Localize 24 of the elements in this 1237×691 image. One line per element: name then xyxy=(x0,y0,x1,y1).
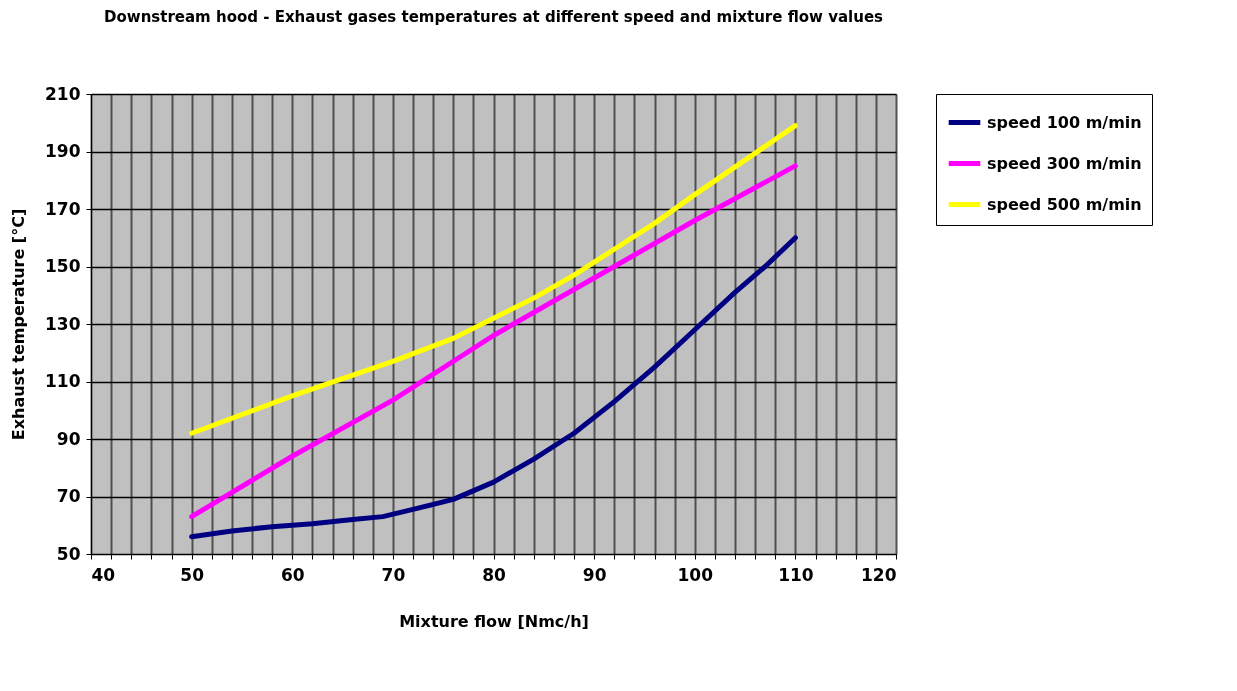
x-tick-label: 100 xyxy=(677,564,714,585)
x-tick-label: 110 xyxy=(778,564,814,585)
chart-title: Downstream hood - Exhaust gases temperatures at different speed and mixture flow values xyxy=(104,8,884,26)
y-tick-label: 70 xyxy=(56,486,81,506)
x-tick-label: 60 xyxy=(280,564,305,585)
y-tick-label: 110 xyxy=(45,371,81,391)
legend-label: speed 100 m/min xyxy=(987,112,1142,132)
x-tick-label: 70 xyxy=(381,564,406,585)
x-tick-label: 40 xyxy=(91,564,116,585)
y-tick-label: 90 xyxy=(56,428,81,449)
y-tick-label: 210 xyxy=(45,83,81,104)
y-tick-label: 170 xyxy=(45,198,81,219)
y-tick-label: 150 xyxy=(45,256,81,276)
x-tick-label: 120 xyxy=(861,564,897,585)
x-axis-title: Mixture flow [Nmc/h] xyxy=(399,611,589,631)
legend-label: speed 500 m/min xyxy=(987,194,1142,214)
y-axis-title: Exhaust temperature [°C] xyxy=(9,208,29,441)
x-tick-label: 50 xyxy=(180,564,205,585)
legend-label: speed 300 m/min xyxy=(987,153,1142,173)
x-tick-label: 90 xyxy=(582,564,607,585)
y-tick-label: 130 xyxy=(45,313,81,334)
y-tick-label: 190 xyxy=(45,141,81,161)
x-tick-label: 80 xyxy=(482,564,506,585)
y-tick-label: 50 xyxy=(56,543,81,564)
